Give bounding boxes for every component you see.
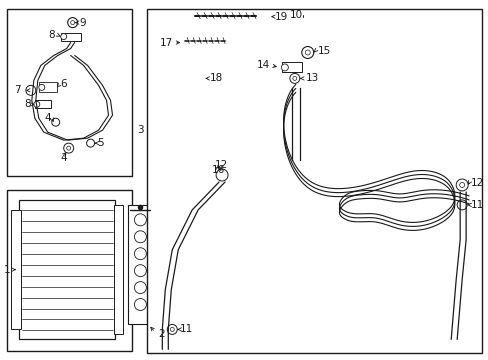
Circle shape <box>240 108 249 118</box>
Text: 14: 14 <box>256 60 269 71</box>
Circle shape <box>52 118 60 126</box>
Text: 18: 18 <box>210 73 223 84</box>
Circle shape <box>226 36 239 48</box>
Bar <box>128 205 152 324</box>
Text: 12: 12 <box>470 178 484 188</box>
Bar <box>19 200 115 339</box>
Circle shape <box>170 328 174 332</box>
Circle shape <box>134 248 146 260</box>
Circle shape <box>134 214 146 226</box>
Text: 6: 6 <box>61 79 67 89</box>
Bar <box>61 32 81 41</box>
Circle shape <box>292 76 296 80</box>
Text: 16: 16 <box>211 165 224 175</box>
Circle shape <box>134 265 146 276</box>
Text: 5: 5 <box>98 138 104 148</box>
Text: 4: 4 <box>45 113 51 123</box>
Circle shape <box>229 98 240 108</box>
Text: 4: 4 <box>61 153 67 163</box>
Text: 11: 11 <box>180 324 193 334</box>
Circle shape <box>177 91 228 143</box>
Bar <box>147 9 481 353</box>
Bar <box>113 205 123 334</box>
Circle shape <box>459 183 464 188</box>
Bar <box>35 100 51 108</box>
Text: 7: 7 <box>14 85 20 95</box>
Text: 12: 12 <box>215 160 228 170</box>
Circle shape <box>185 68 205 88</box>
Circle shape <box>191 75 199 82</box>
Circle shape <box>61 33 66 40</box>
Circle shape <box>167 324 177 334</box>
Bar <box>258 12 269 20</box>
Circle shape <box>63 143 74 153</box>
Text: 13: 13 <box>305 73 318 84</box>
Text: 1: 1 <box>4 265 11 275</box>
Bar <box>215 100 252 152</box>
Circle shape <box>301 46 313 58</box>
Circle shape <box>216 169 227 181</box>
Text: 9: 9 <box>80 18 86 28</box>
Bar <box>11 210 21 329</box>
Bar <box>39 82 57 92</box>
Circle shape <box>198 112 208 122</box>
Circle shape <box>281 64 288 71</box>
Circle shape <box>456 200 466 210</box>
Circle shape <box>134 298 146 310</box>
Bar <box>185 95 256 160</box>
Bar <box>7 9 132 176</box>
Circle shape <box>305 50 309 55</box>
Text: 11: 11 <box>470 200 484 210</box>
Circle shape <box>66 146 71 150</box>
Circle shape <box>34 101 40 107</box>
Circle shape <box>187 101 219 133</box>
Circle shape <box>71 21 75 24</box>
Text: 3: 3 <box>137 125 144 135</box>
Circle shape <box>39 84 45 90</box>
Bar <box>7 190 132 351</box>
Circle shape <box>67 18 78 28</box>
Text: 8: 8 <box>24 99 30 109</box>
Text: 19: 19 <box>274 12 287 22</box>
Bar <box>281 62 301 72</box>
Circle shape <box>26 85 36 95</box>
Circle shape <box>86 139 94 147</box>
Circle shape <box>455 179 467 191</box>
Text: 2: 2 <box>158 329 164 339</box>
Circle shape <box>289 73 299 84</box>
Circle shape <box>134 282 146 293</box>
Text: 8: 8 <box>48 30 54 40</box>
Text: 15: 15 <box>317 45 330 55</box>
Text: 10: 10 <box>289 10 303 20</box>
Text: 17: 17 <box>160 37 173 48</box>
Circle shape <box>134 231 146 243</box>
